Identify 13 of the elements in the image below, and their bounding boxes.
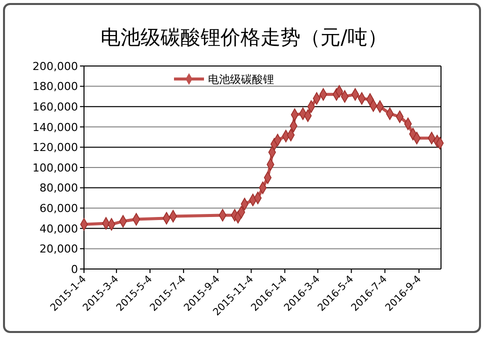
y-tick-label: 60,000 (40, 202, 78, 215)
y-tick-label: 100,000 (32, 161, 78, 174)
y-tick-label: 200,000 (32, 60, 78, 73)
chart-title: 电池级碳酸锂价格走势（元/吨） (100, 25, 388, 49)
y-tick-label: 140,000 (32, 120, 78, 134)
y-tick-label: 80,000 (40, 182, 78, 195)
y-tick-label: 0 (71, 262, 78, 276)
legend-label: 电池级碳酸锂 (208, 72, 274, 86)
y-tick-label: 160,000 (32, 100, 78, 114)
y-tick-label: 40,000 (40, 222, 78, 236)
y-tick-label: 120,000 (32, 141, 78, 154)
y-tick-label: 180,000 (32, 80, 78, 94)
y-tick-label: 20,000 (40, 242, 78, 256)
